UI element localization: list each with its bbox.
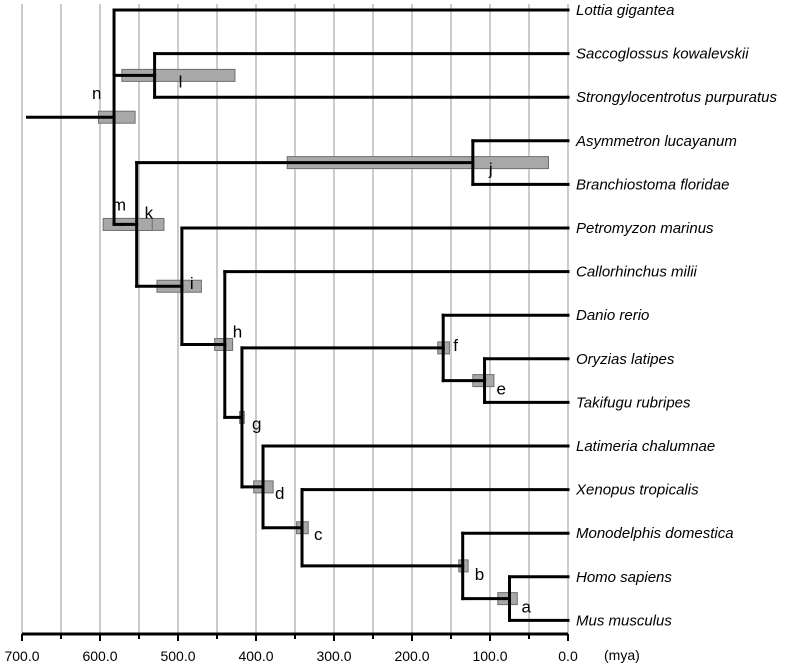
taxon-lottia-gigantea: Lottia gigantea <box>576 2 674 19</box>
node-label-j: j <box>488 160 493 179</box>
node-label-d: d <box>275 484 284 503</box>
node-label-a: a <box>522 598 532 617</box>
taxon-strongylocentrotus-purpuratus: Strongylocentrotus purpuratus <box>576 89 777 106</box>
tick-label: 100.0 <box>472 648 507 664</box>
node-label-f: f <box>453 336 458 355</box>
taxon-mus-musculus: Mus musculus <box>576 612 672 629</box>
taxon-asymmetron-lucayanum: Asymmetron lucayanum <box>575 133 737 150</box>
taxon-callorhinchus-milii: Callorhinchus milii <box>576 264 698 281</box>
node-label-i: i <box>190 274 194 293</box>
taxon-saccoglossus-kowalevskii: Saccoglossus kowalevskii <box>576 46 749 63</box>
taxon-labels: Lottia gigantea Saccoglossus kowalevskii S… <box>575 2 777 629</box>
taxon-homo-sapiens: Homo sapiens <box>576 569 672 586</box>
node-label-g: g <box>252 414 261 433</box>
tick-label: 700.0 <box>4 648 39 664</box>
tick-label: 0.0 <box>558 648 578 664</box>
taxon-danio-rerio: Danio rerio <box>576 307 649 324</box>
taxon-latimeria-chalumnae: Latimeria chalumnae <box>576 438 715 455</box>
node-label-b: b <box>475 565 484 584</box>
tick-label: 500.0 <box>160 648 195 664</box>
confidence-bars <box>97 68 549 606</box>
node-label-l: l <box>179 72 183 91</box>
node-label-n: n <box>92 84 101 103</box>
taxon-oryzias-latipes: Oryzias latipes <box>576 351 675 368</box>
node-label-k: k <box>145 203 154 222</box>
tick-label: 600.0 <box>82 648 117 664</box>
time-axis: (mya) 700.0 600.0 500.0 400.0 300.0 200.0 100.… <box>4 632 640 664</box>
taxon-petromyzon-marinus: Petromyzon marinus <box>576 220 714 237</box>
tree-branches <box>25 8 570 622</box>
node-label-m: m <box>112 195 126 214</box>
axis-unit-label: (mya) <box>604 647 640 663</box>
tick-label: 300.0 <box>316 648 351 664</box>
taxon-branchiostoma-floridae: Branchiostoma floridae <box>576 176 729 193</box>
tick-label: 200.0 <box>394 648 429 664</box>
gridlines <box>21 4 569 634</box>
node-labels: a b c d e f g h i j k l m n <box>92 72 531 616</box>
node-label-c: c <box>314 525 323 544</box>
tick-label: 400.0 <box>238 648 273 664</box>
taxon-monodelphis-domestica: Monodelphis domestica <box>576 525 734 542</box>
taxon-takifugu-rubripes: Takifugu rubripes <box>576 394 691 411</box>
taxon-xenopus-tropicalis: Xenopus tropicalis <box>575 482 699 499</box>
node-label-h: h <box>233 322 242 341</box>
node-label-e: e <box>497 380 506 399</box>
